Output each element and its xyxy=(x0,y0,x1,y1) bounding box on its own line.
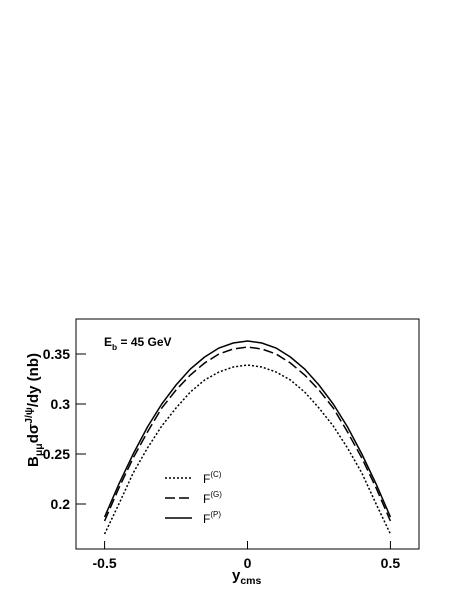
y-tick-label: 0.25 xyxy=(43,446,70,462)
legend-name: F xyxy=(203,512,210,526)
y-axis-label: BμμdσJ/ψ/dy (nb) xyxy=(23,353,45,467)
y-tick-label: 0.3 xyxy=(51,396,71,412)
y-tick-label: 0.35 xyxy=(43,346,70,362)
series-line xyxy=(103,364,392,535)
x-axis-label-part: y xyxy=(232,567,241,584)
annotation-part: = 45 GeV xyxy=(117,335,171,349)
annotation-part: E xyxy=(104,335,112,349)
y-tick-label: 0.2 xyxy=(51,496,71,512)
y-axis-label-part: J/ψ xyxy=(23,407,35,424)
plot-frame xyxy=(75,318,420,550)
series-line xyxy=(103,340,392,518)
y-axis-label-part: μμ xyxy=(33,443,45,456)
y-axis-label-part: dσ xyxy=(25,424,42,443)
y-axis-label-part: B xyxy=(25,456,42,467)
legend-label: F(P) xyxy=(203,510,221,526)
x-axis-label: ycms xyxy=(232,567,262,587)
x-axis-label-part: cms xyxy=(240,575,261,587)
x-tick-label: 0.5 xyxy=(381,555,401,571)
legend-sup: (G) xyxy=(210,490,222,499)
x-tick-label: -0.5 xyxy=(93,555,117,571)
annotation-part: b xyxy=(112,342,117,352)
legend-label: F(C) xyxy=(203,470,222,486)
legend-label: F(G) xyxy=(203,490,222,506)
legend-name: F xyxy=(203,492,210,506)
annotation: Eb = 45 GeV xyxy=(104,335,172,352)
legend-name: F xyxy=(203,472,210,486)
legend-sup: (C) xyxy=(210,470,221,479)
y-axis-label-part: /dy (nb) xyxy=(25,353,42,407)
legend-sup: (P) xyxy=(210,510,221,519)
x-tick-label: 0 xyxy=(244,555,252,571)
series-line xyxy=(103,346,392,522)
